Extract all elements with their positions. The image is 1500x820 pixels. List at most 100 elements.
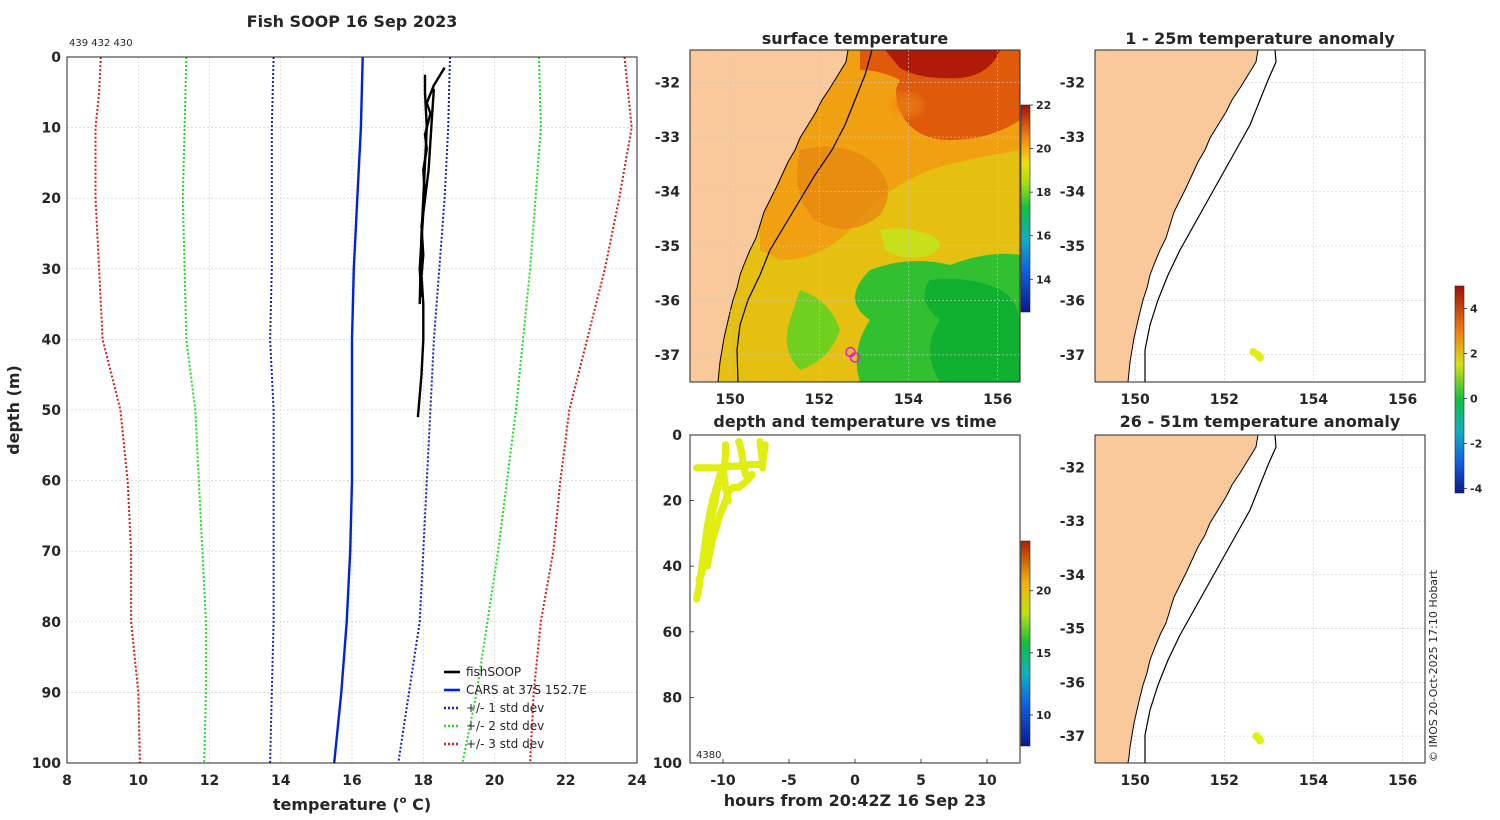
sst-colorbar-tick-label: 22 [1036, 99, 1051, 112]
profile-xtick-label: 16 [342, 773, 361, 789]
anom1-ticks: 150 152 154 156 -37 -36 -35 -34 -33 -32 [1060, 76, 1418, 408]
anom1-frame [1094, 49, 1426, 383]
sst-hot-water [860, 50, 1020, 140]
profile-series-line [461, 57, 542, 763]
sst-panel: 150 152 154 156 -37 -36 -35 -34 -33 -32 surface t… [655, 29, 1052, 408]
anom2-anomaly-point [1256, 736, 1264, 745]
anom1-ytick-label: -34 [1060, 185, 1086, 201]
profile-cast-ids: 439 432 430 [69, 38, 133, 49]
sst-colorbar-tick-label: 18 [1036, 186, 1051, 199]
profile-legend: fishSOOP CARS at 37S 152.7E +/- 1 std dev +… [444, 665, 587, 751]
anom2-ytick-label: -33 [1060, 514, 1085, 530]
profile-xlabel: temperature (o C) [273, 795, 431, 814]
depthtime-ytick-label: 40 [663, 559, 683, 575]
sst-colorbar-tick-label: 20 [1036, 143, 1052, 156]
sst-core-current [885, 50, 1000, 79]
profile-ytick-label: 40 [42, 332, 62, 348]
anom2-title: 26 - 51m temperature anomaly [1120, 412, 1401, 431]
profile-xlabel-end: C) [407, 795, 432, 814]
anom1-title: 1 - 25m temperature anomaly [1125, 29, 1395, 48]
sst-xtick-label: 154 [894, 392, 923, 408]
sst-colorbar [1020, 104, 1031, 313]
profile-ylabel: depth (m) [4, 365, 23, 455]
sst-mid-water [786, 290, 840, 370]
depthtime-ytick-label: 20 [663, 494, 683, 510]
legend-label: fishSOOP [466, 665, 521, 679]
anom1-ytick-label: -32 [1060, 76, 1085, 92]
sst-colorbar-tick-label: 16 [1036, 230, 1052, 243]
profile-ytick-label: 30 [42, 262, 62, 278]
sst-xtick-label: 156 [983, 392, 1012, 408]
depthtime-point [724, 497, 732, 505]
anom1-xtick-label: 152 [1210, 392, 1239, 408]
anom2-points [1252, 732, 1264, 745]
depthtime-colorbar-ticks: 10 15 20 [1030, 585, 1052, 722]
profile-series-line [181, 57, 207, 763]
depthtime-ytick-label: 80 [663, 690, 683, 706]
depthtime-point [748, 470, 756, 478]
anom2-ticks: 150 152 154 156 -37 -36 -35 -34 -33 -32 [1060, 460, 1418, 789]
anomaly-colorbar-ticks: -4 -2 0 2 4 [1464, 303, 1483, 496]
sst-cold-water [924, 278, 1020, 382]
legend-label: +/- 3 std dev [466, 737, 544, 751]
legend-label: +/- 2 std dev [466, 719, 544, 733]
depthtime-xlabel: hours from 20:42Z 16 Sep 23 [724, 791, 986, 810]
profile-ytick-label: 60 [42, 474, 62, 490]
anom1-isobath [1144, 50, 1277, 382]
profile-ytick-label: 0 [51, 50, 61, 66]
sst-filament [880, 228, 940, 258]
profile-ytick-label: 90 [42, 685, 62, 701]
anom2-ytick-label: -32 [1060, 460, 1085, 476]
anom1-land-layer [1095, 50, 1277, 382]
anom1-land [1095, 50, 1259, 382]
anom2-xtick-label: 150 [1121, 773, 1150, 789]
anom1-panel: 150 152 154 156 -37 -36 -35 -34 -33 -32 1 - 25m t… [1060, 29, 1426, 408]
profile-series-line [333, 57, 364, 763]
depthtime-colorbar-tick-label: 20 [1036, 585, 1052, 598]
sst-title: surface temperature [762, 29, 949, 48]
sst-map-image [690, 50, 1020, 382]
profile-series-line [397, 57, 451, 763]
profile-xtick-label: 24 [627, 773, 647, 789]
depthtime-plot-area [690, 435, 1020, 763]
profile-ytick-label: 70 [42, 544, 62, 560]
anom2-ytick-label: -34 [1060, 568, 1086, 584]
depthtime-point [759, 464, 767, 472]
depthtime-colorbar-tick-label: 10 [1036, 709, 1052, 722]
legend-label: CARS at 37S 152.7E [466, 683, 587, 697]
profile-xtick-label: 8 [62, 773, 72, 789]
profile-xtick-label: 14 [271, 773, 291, 789]
depthtime-ytick-label: 0 [672, 428, 682, 444]
anom2-land-layer [1095, 435, 1277, 763]
depthtime-ytick-label: 60 [663, 625, 683, 641]
profile-ticks: 8 10 12 14 16 18 20 22 24 0 10 20 30 40 50 60 70 80 90 100 [32, 50, 647, 789]
profile-frame [66, 56, 638, 764]
profile-series-line [269, 57, 275, 763]
anom1-xtick-label: 156 [1388, 392, 1417, 408]
anom1-anomaly-point [1256, 353, 1264, 362]
profile-ytick-label: 100 [32, 756, 61, 772]
anom1-points [1249, 348, 1264, 362]
sst-ticks: 150 152 154 156 -37 -36 -35 -34 -33 -32 [655, 76, 1013, 408]
anom2-xtick-label: 154 [1299, 773, 1328, 789]
profile-xtick-label: 18 [414, 773, 433, 789]
sst-frame [689, 49, 1021, 383]
depthtime-point [741, 470, 750, 478]
anomaly-colorbar-tick-label: 4 [1470, 303, 1478, 316]
sst-ytick-label: -35 [655, 239, 680, 255]
sst-colorbar-tick-label: 14 [1036, 273, 1052, 286]
profile-xtick-label: 10 [129, 773, 149, 789]
depthtime-colorbar [1020, 540, 1031, 747]
depthtime-xtick-label: 10 [977, 773, 997, 789]
anom1-xtick-label: 154 [1299, 392, 1328, 408]
anom2-isobath [1144, 435, 1277, 763]
profile-ytick-label: 80 [42, 615, 62, 631]
sst-ytick-label: -37 [655, 348, 680, 364]
depthtime-colorbar-tick-label: 15 [1036, 647, 1051, 660]
anomaly-colorbar [1454, 285, 1465, 494]
anom2-frame [1094, 434, 1426, 764]
anom1-ytick-label: -36 [1060, 293, 1085, 309]
anomaly-colorbar-tick-label: 0 [1470, 393, 1478, 406]
sst-xtick-label: 152 [805, 392, 834, 408]
